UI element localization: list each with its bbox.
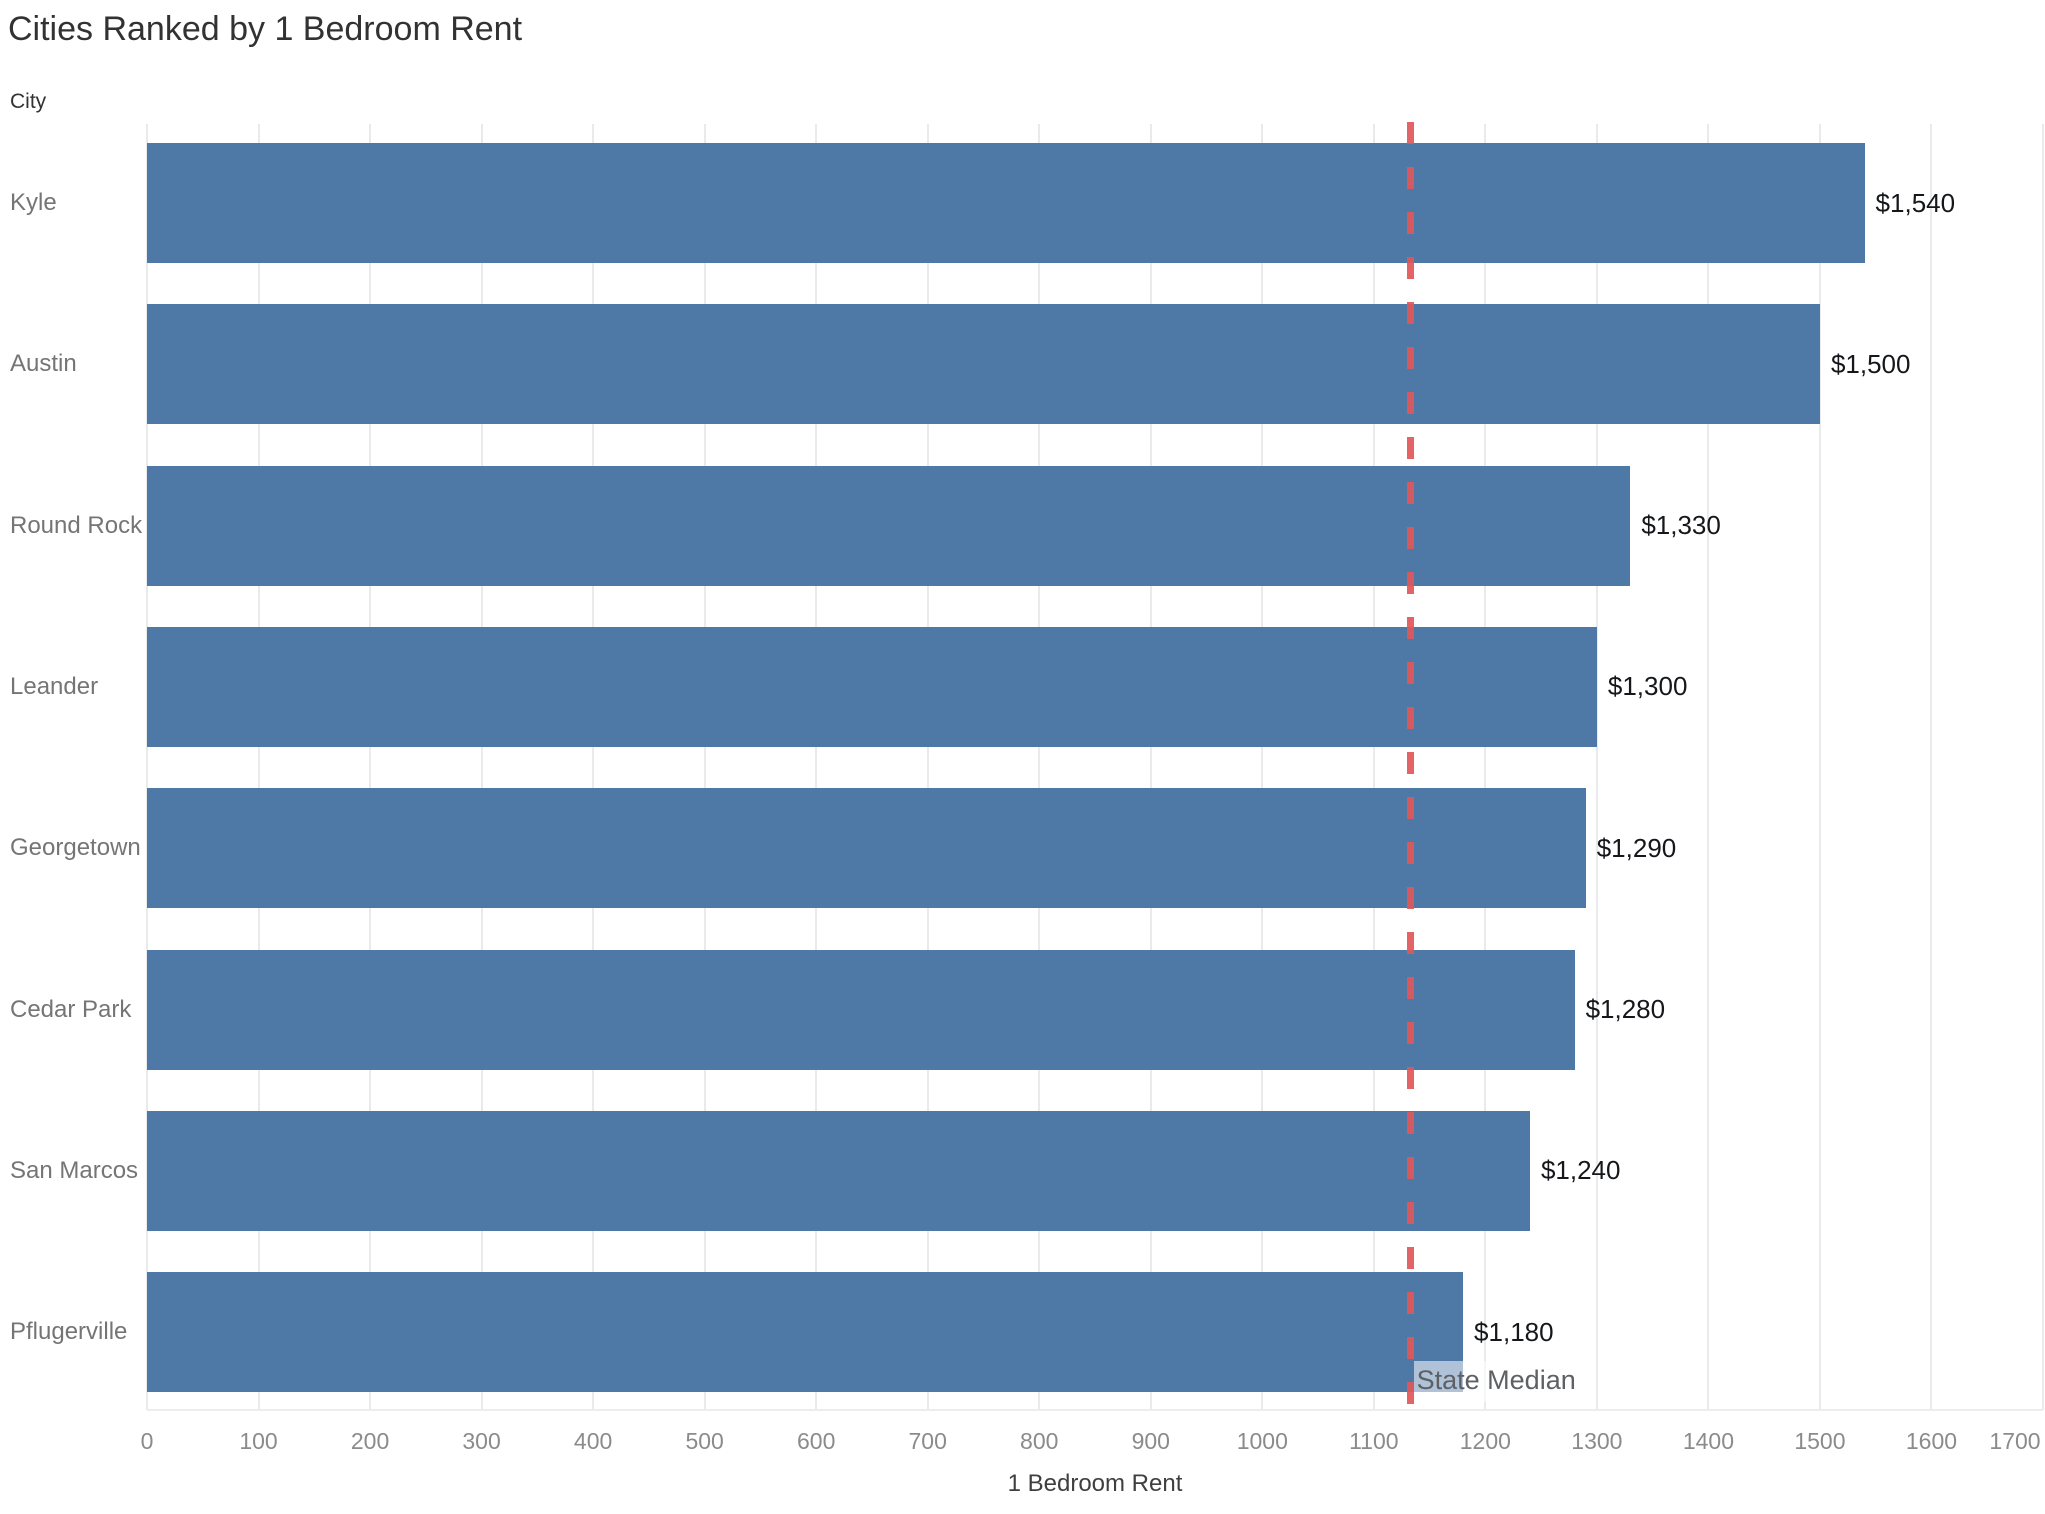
city-label: Round Rock (10, 511, 143, 539)
city-label: Kyle (10, 189, 57, 216)
gridline (369, 124, 372, 1410)
gridline (1149, 124, 1152, 1410)
gridline (1484, 124, 1487, 1410)
city-label: Austin (10, 350, 77, 378)
bar[interactable] (147, 626, 1597, 747)
gridline (1818, 124, 1821, 1410)
x-tick-label: 1700 (1989, 1428, 2041, 1454)
x-tick-label: 1100 (1349, 1428, 1399, 1454)
gridline (815, 124, 818, 1410)
value-label: $1,240 (1540, 1155, 1621, 1186)
gridline (1261, 124, 1264, 1410)
x-tick-label: 1500 (1794, 1428, 1846, 1454)
value-label: $1,300 (1607, 671, 1688, 702)
x-tick-label: 1400 (1682, 1428, 1734, 1454)
x-tick-label: 900 (1131, 1428, 1170, 1454)
gridline (1372, 124, 1375, 1410)
reference-line[interactable] (1407, 122, 1415, 1410)
bar[interactable] (147, 949, 1575, 1070)
city-label: Cedar Park (10, 995, 132, 1023)
x-tick-label: 1000 (1236, 1428, 1288, 1454)
gridline (1595, 124, 1598, 1410)
x-tick-label: 1200 (1459, 1428, 1511, 1454)
bar[interactable] (147, 304, 1820, 425)
gridline (1707, 124, 1710, 1410)
city-label: Georgetown (10, 834, 141, 862)
gridline (2042, 124, 2044, 1410)
bar[interactable] (147, 788, 1586, 909)
bar[interactable] (147, 143, 1865, 263)
x-tick-label: 700 (908, 1428, 947, 1454)
x-tick-label: 400 (573, 1428, 613, 1454)
gridline (146, 124, 148, 1410)
value-label: $1,180 (1474, 1316, 1554, 1347)
x-tick-label: 800 (1020, 1428, 1059, 1454)
value-label: $1,540 (1875, 187, 1956, 218)
gridline (926, 124, 929, 1410)
x-tick-label: 500 (685, 1428, 724, 1454)
x-tick-label: 600 (796, 1428, 836, 1454)
value-label: $1,290 (1596, 832, 1677, 863)
gridline (480, 124, 483, 1410)
gridline (1038, 124, 1041, 1410)
x-axis-title: 1 Bedroom Rent (1007, 1470, 1183, 1497)
bar[interactable] (147, 465, 1631, 586)
x-tick-label: 200 (350, 1428, 390, 1454)
x-tick-label: 1600 (1905, 1428, 1958, 1454)
x-tick-label: 0 (140, 1428, 154, 1454)
x-axis-line (147, 1409, 2043, 1411)
city-label: Pflugerville (10, 1318, 128, 1346)
city-label: Leander (10, 672, 99, 700)
bar[interactable] (147, 1110, 1530, 1231)
value-label: $1,500 (1830, 348, 1911, 379)
gridline (592, 124, 595, 1410)
x-tick-label: 1300 (1571, 1428, 1623, 1454)
value-label: $1,280 (1585, 994, 1666, 1024)
gridline (1930, 124, 1933, 1410)
x-tick-label: 100 (239, 1428, 278, 1454)
bar[interactable] (147, 1272, 1464, 1393)
value-label: $1,330 (1641, 510, 1721, 541)
y-axis-title: City (10, 90, 47, 113)
gridline (703, 124, 706, 1410)
x-tick-label: 300 (462, 1428, 501, 1454)
gridline (257, 124, 260, 1410)
chart-title: Cities Ranked by 1 Bedroom Rent (8, 10, 523, 48)
reference-line-label[interactable]: State Median (1413, 1361, 1584, 1403)
city-label: San Marcos (10, 1156, 139, 1184)
